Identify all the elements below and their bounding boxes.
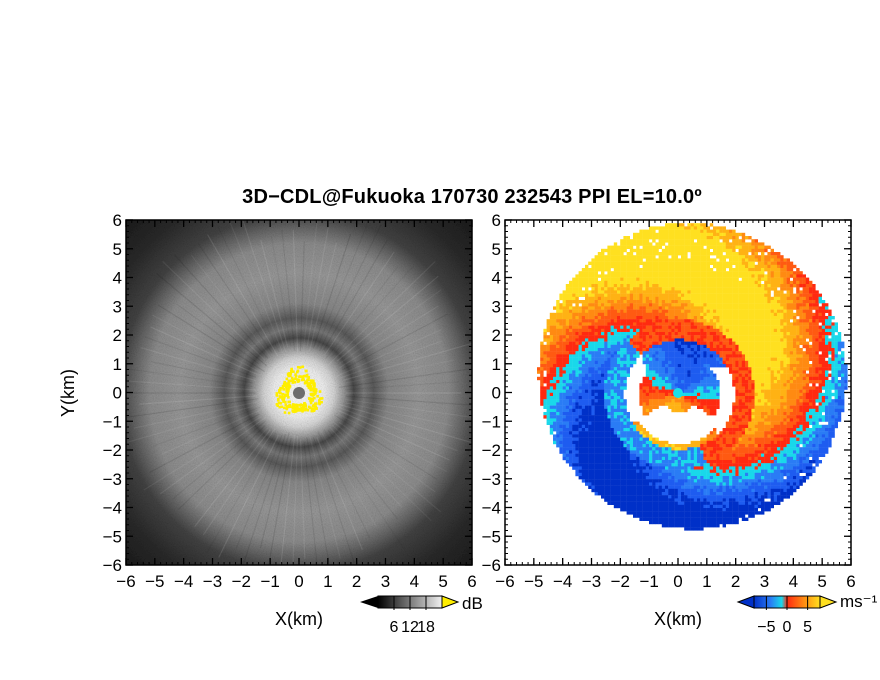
y-tick-label: 1 (113, 355, 122, 374)
colorbar-tick-label: 5 (803, 619, 812, 636)
y-tick-label: 3 (113, 297, 122, 316)
velocity-pixels (537, 223, 848, 531)
y-tick-label: −1 (482, 412, 501, 431)
x-tick-label: 5 (817, 572, 826, 591)
y-tick-label: −6 (482, 556, 501, 575)
x-tick-label: −5 (524, 572, 543, 591)
colorbar-tick-label: 0 (783, 619, 792, 636)
x-tick-label: 0 (294, 572, 303, 591)
x-tick-label: −2 (232, 572, 251, 591)
colorbar-tick-label: −5 (757, 619, 775, 636)
y-tick-label: −5 (482, 527, 501, 546)
y-tick-label: 2 (492, 326, 501, 345)
x-tick-label: 4 (410, 572, 419, 591)
x-tick-label: −2 (611, 572, 630, 591)
x-tick-label: −6 (116, 572, 135, 591)
y-tick-label: 3 (492, 297, 501, 316)
x-tick-label: 6 (467, 572, 476, 591)
db-colorbar-unit: dB (462, 594, 483, 613)
x-tick-label: −5 (145, 572, 164, 591)
velocity-colorbar-ticks: −5 0 5 (757, 596, 812, 636)
velocity-colorbar-unit: ms⁻¹ (840, 592, 878, 611)
saturated-core (275, 365, 324, 415)
y-axis-label: Y(km) (58, 369, 78, 417)
y-tick-label: 0 (113, 384, 122, 403)
x-tick-label: −4 (553, 572, 572, 591)
colorbar-tick-label: 6 (390, 619, 399, 636)
x-tick-label: 1 (702, 572, 711, 591)
left-x-axis-label: X(km) (275, 609, 323, 629)
x-tick-label: 4 (789, 572, 798, 591)
y-tick-label: 6 (113, 211, 122, 230)
x-tick-label: −3 (582, 572, 601, 591)
x-tick-label: 2 (731, 572, 740, 591)
y-tick-label: 1 (492, 355, 501, 374)
x-tick-label: 2 (352, 572, 361, 591)
x-tick-label: 3 (760, 572, 769, 591)
x-tick-label: 3 (381, 572, 390, 591)
y-tick-label: 5 (492, 240, 501, 259)
y-tick-label: 4 (492, 269, 501, 288)
y-tick-label: −5 (103, 527, 122, 546)
velocity-panel (505, 220, 851, 565)
radar-site-marker-velocity (673, 388, 683, 398)
y-tick-label: 5 (113, 240, 122, 259)
x-tick-label: 6 (846, 572, 855, 591)
y-tick-label: −3 (103, 470, 122, 489)
y-tick-label: 6 (492, 211, 501, 230)
y-tick-label: 0 (492, 384, 501, 403)
x-tick-label: 1 (323, 572, 332, 591)
y-tick-label: −4 (482, 499, 501, 518)
right-x-axis-label: X(km) (654, 609, 702, 629)
y-tick-label: 4 (113, 269, 122, 288)
reflectivity-rays (126, 220, 472, 565)
x-tick-label: −3 (203, 572, 222, 591)
y-tick-label: −3 (482, 470, 501, 489)
x-tick-label: −1 (639, 572, 658, 591)
radar-site-marker (293, 387, 305, 399)
velocity-colorbar: −5 0 5 ms⁻¹ (736, 592, 878, 636)
y-tick-label: −4 (103, 499, 122, 518)
colorbar-tick-label: 18 (417, 619, 435, 636)
colorbar-tick-label: 12 (401, 619, 419, 636)
x-tick-label: 0 (673, 572, 682, 591)
y-tick-label: 2 (113, 326, 122, 345)
y-tick-label: −2 (482, 441, 501, 460)
x-tick-label: −1 (260, 572, 279, 591)
x-tick-label: −6 (495, 572, 514, 591)
y-tick-label: −6 (103, 556, 122, 575)
x-tick-label: 5 (438, 572, 447, 591)
chart-title: 3D−CDL@Fukuoka 170730 232543 PPI EL=10.0… (242, 186, 702, 208)
y-tick-label: −2 (103, 441, 122, 460)
reflectivity-panel (126, 220, 472, 565)
y-tick-label: −1 (103, 412, 122, 431)
x-tick-label: −4 (174, 572, 193, 591)
